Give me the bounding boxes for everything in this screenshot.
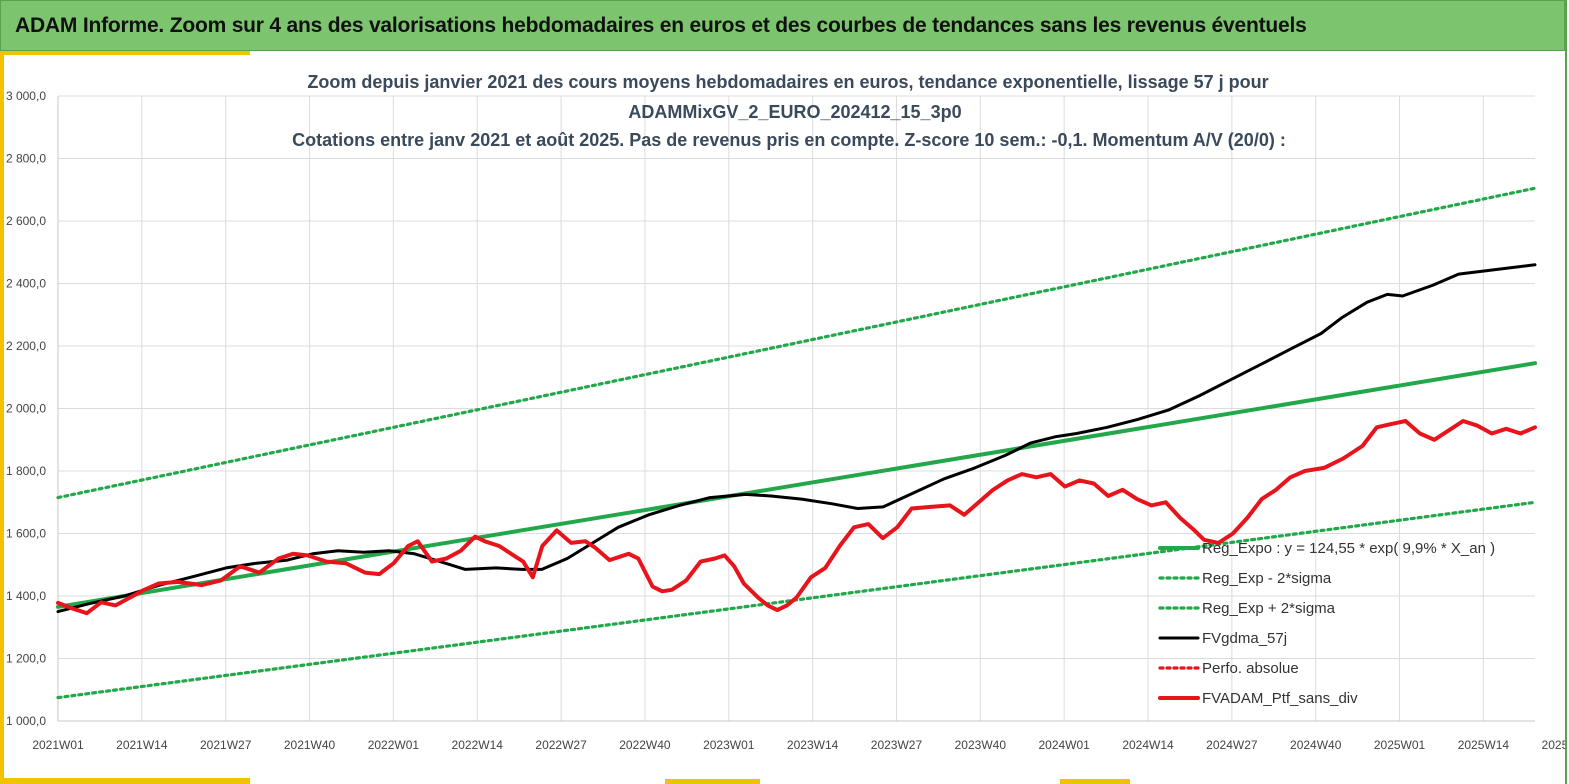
- y-tick-label: 2 000,0: [6, 402, 46, 416]
- y-tick-label: 2 200,0: [6, 339, 46, 353]
- y-tick-label: 2 600,0: [6, 214, 46, 228]
- y-tick-label: 1 800,0: [6, 464, 46, 478]
- header-banner: ADAM Informe. Zoom sur 4 ans des valoris…: [0, 0, 1565, 51]
- legend-label-0: Reg_Expo : y = 124,55 * exp( 9,9% * X_an…: [1202, 540, 1495, 557]
- chart-title-block: Zoom depuis janvier 2021 des cours moyen…: [292, 72, 1286, 150]
- series-line-0: [56, 361, 1537, 609]
- chart-series: [56, 186, 1537, 700]
- x-tick-label: 2021W27: [200, 738, 252, 752]
- accent-bar-bottom: [0, 778, 250, 784]
- x-tick-label: 2022W27: [535, 738, 587, 752]
- x-tick-label: 2024W01: [1038, 738, 1090, 752]
- x-tick-label: 2022W14: [452, 738, 504, 752]
- x-tick-label: 2023W27: [871, 738, 923, 752]
- legend-label-3: FVgdma_57j: [1202, 630, 1287, 647]
- x-tick-label: 2023W40: [955, 738, 1007, 752]
- y-tick-label: 3 000,0: [6, 89, 46, 103]
- x-tick-label: 2021W14: [116, 738, 168, 752]
- x-tick-label: 2024W14: [1122, 738, 1174, 752]
- legend-label-1: Reg_Exp - 2*sigma: [1202, 570, 1332, 587]
- x-tick-label: 2022W40: [619, 738, 671, 752]
- banner-title: ADAM Informe. Zoom sur 4 ans des valoris…: [15, 13, 1307, 37]
- x-axis-ticks: 2021W01 2021W14 2021W27 2021W40 2022W01 2022W…: [32, 738, 1565, 752]
- chart: Zoom depuis janvier 2021 des cours moyen…: [6, 72, 1565, 752]
- y-tick-label: 1 200,0: [6, 652, 46, 666]
- series-line-3: [56, 263, 1537, 614]
- series-line-2: [56, 186, 1537, 500]
- y-tick-label: 2 800,0: [6, 152, 46, 166]
- chart-title-line-2: ADAMMixGV_2_EURO_202412_15_3p0: [628, 102, 961, 122]
- chart-title-line-3: Cotations entre janv 2021 et août 2025. …: [292, 130, 1286, 150]
- y-axis-ticks: 1 000,0 1 200,0 1 400,0 1 600,0 1 800,0 2 000…: [6, 89, 46, 728]
- y-tick-label: 1 000,0: [6, 714, 46, 728]
- x-tick-label: 2021W01: [32, 738, 84, 752]
- x-tick-label: 2024W27: [1206, 738, 1258, 752]
- x-tick-label: 2021W40: [284, 738, 336, 752]
- legend-label-2: Reg_Exp + 2*sigma: [1202, 600, 1336, 617]
- chart-title-line-1: Zoom depuis janvier 2021 des cours moyen…: [307, 72, 1268, 92]
- chart-grid: [57, 95, 1535, 722]
- y-tick-label: 2 400,0: [6, 277, 46, 291]
- legend-label-5: FVADAM_Ptf_sans_div: [1202, 690, 1358, 707]
- right-border: [1565, 0, 1567, 784]
- accent-bar-bottom-3: [1060, 779, 1130, 784]
- x-tick-label: 2025W01: [1374, 738, 1426, 752]
- legend-label-4: Perfo. absolue: [1202, 660, 1299, 677]
- x-tick-label: 2022W01: [368, 738, 420, 752]
- x-tick-label: 2024W40: [1290, 738, 1342, 752]
- accent-bar-top: [0, 51, 250, 55]
- accent-bar-left: [0, 51, 4, 784]
- accent-bar-bottom-2: [665, 779, 760, 784]
- y-tick-label: 1 600,0: [6, 527, 46, 541]
- x-tick-label: 2025W14: [1458, 738, 1510, 752]
- x-tick-label: 2025W27: [1542, 738, 1565, 752]
- y-tick-label: 1 400,0: [6, 589, 46, 603]
- series-line-5: [56, 419, 1537, 616]
- chart-legend: Reg_Expo : y = 124,55 * exp( 9,9% * X_an…: [1158, 540, 1495, 707]
- x-tick-label: 2023W14: [787, 738, 839, 752]
- x-tick-label: 2023W01: [703, 738, 755, 752]
